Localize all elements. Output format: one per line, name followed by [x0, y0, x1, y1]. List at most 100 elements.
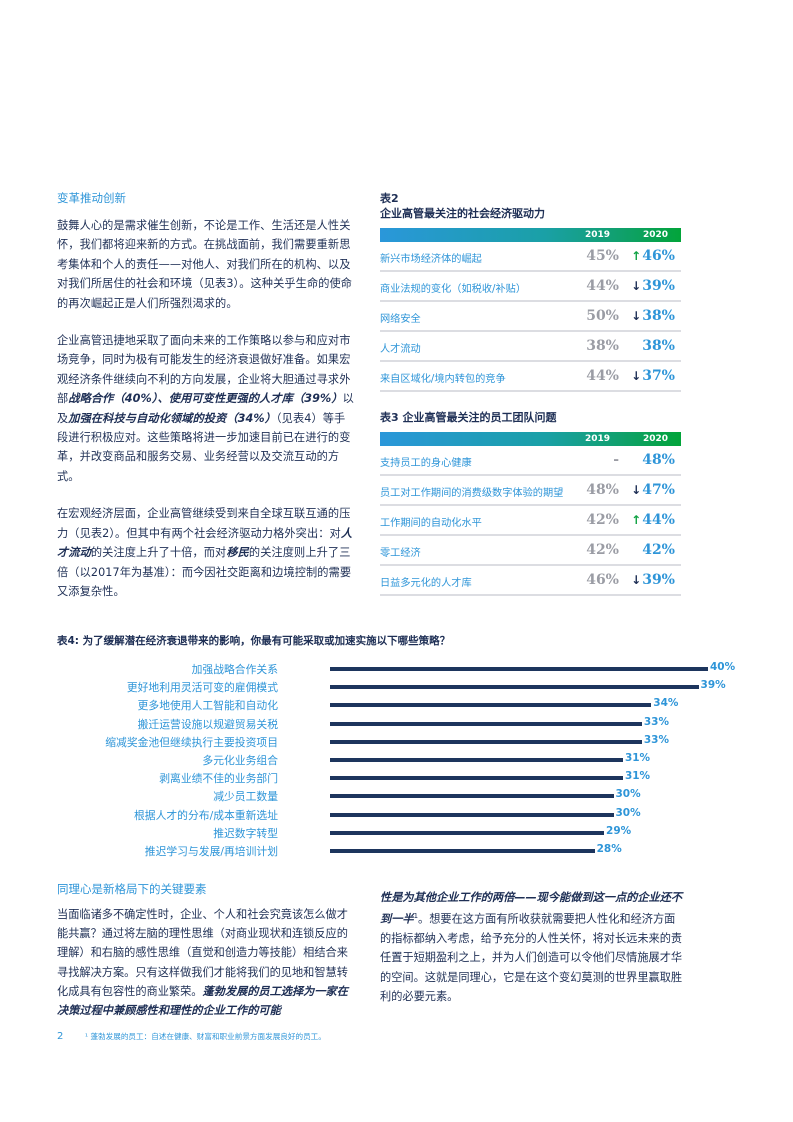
bar-value: 29% [606, 824, 632, 837]
bar-label: 更好地利用灵活可变的雇佣模式 [126, 681, 278, 695]
table-row: 人才流动 38% 38% [380, 332, 681, 362]
value-2020-text: 39% [642, 572, 675, 588]
bar-row: 多元化业务组合 31% [57, 751, 697, 769]
row-label: 零工经济 [380, 548, 421, 559]
value-2020: ↑44% [631, 512, 675, 528]
bar-value: 30% [615, 806, 641, 819]
bar-row: 推迟学习与发展/再培训计划 28% [57, 842, 697, 860]
emphasis: 移民 [226, 546, 249, 560]
text: 的关注度上升了十倍，而对 [90, 546, 227, 560]
table-row: 来自区域化/境内转包的竞争 44% ↓37% [380, 362, 681, 392]
strategy-bar-chart: 表4: 为了缓解潜在经济衰退带来的影响，你最有可能采取或加速实施以下哪些策略？ … [57, 634, 735, 860]
row-label: 网络安全 [380, 314, 421, 325]
page-number: 2 [57, 1031, 64, 1042]
row-label: 商业法规的变化（如税收/补贴） [380, 284, 527, 295]
value-2019: 50% [586, 308, 619, 324]
table-row: 工作期间的自动化水平 42% ↑44% [380, 506, 681, 536]
table2-title: 企业高管最关注的社会经济驱动力 [380, 207, 545, 220]
table-row: 支持员工的身心健康 - 48% [380, 446, 681, 476]
bar-label: 加强战略合作关系 [191, 663, 278, 676]
paragraph-intro: 鼓舞人心的是需求催生创新，不论是工作、生活还是人性关怀，我们都将迎来新的方式。在… [57, 219, 353, 310]
bar-value: 40% [710, 661, 736, 673]
table2-header: 2019 2020 [380, 228, 681, 242]
bar-row: 根据人才的分布/成本重新选址 30% [57, 806, 697, 824]
table-row: 零工经济 42% 42% [380, 536, 681, 566]
bottom-right-column: 性是为其他企业工作的两倍——现今能做到这一点的企业还不到一半1。想要在这方面有所… [380, 888, 685, 1006]
section-title-innovation: 变革推动创新 [57, 191, 126, 205]
bar-row: 减少员工数量 30% [57, 787, 697, 805]
row-label: 员工对工作期间的消费级数字体验的期望 [380, 488, 564, 499]
paragraph-strategies: 企业高管迅捷地采取了面向未来的工作策略以参与和应对市场竞争，同时为极有可能发生的… [57, 331, 355, 486]
bar-value: 39% [700, 679, 726, 692]
footnote: ¹ 蓬勃发展的员工：自述在健康、财富和职业前景方面发展良好的员工。 [85, 1032, 326, 1041]
paragraph-empathy: 当面临诸多不确定性时，企业、个人和社会究竟该怎么做才能共赢？通过将左脑的理性思维… [57, 905, 357, 1020]
bar [330, 721, 642, 726]
value-2019: 42% [586, 542, 619, 558]
bar-label: 推迟数字转型 [213, 826, 278, 840]
chart-title: 表4: 为了缓解潜在经济衰退带来的影响，你最有可能采取或加速实施以下哪些策略？ [57, 635, 451, 647]
value-2020-text: 38% [642, 308, 675, 324]
value-2020-text: 46% [642, 248, 675, 264]
value-2020-text: 39% [642, 278, 675, 294]
arrow-down-icon: ↓ [631, 369, 642, 383]
table-row: 网络安全 50% ↓38% [380, 302, 681, 332]
bar [330, 739, 642, 744]
bar-label: 缩减奖金池但继续执行主要投资项目 [105, 735, 278, 749]
value-2020-text: 37% [642, 368, 675, 384]
arrow-up-icon: ↑ [631, 249, 642, 263]
table2: 2019 2020 新兴市场经济体的崛起 45% ↑46% 商业法规的变化（如税收/补… [380, 228, 681, 392]
value-2020-text: 47% [642, 482, 675, 498]
bar-value: 28% [596, 842, 622, 855]
row-label: 日益多元化的人才库 [380, 578, 472, 589]
table-row: 日益多元化的人才库 46% ↓39% [380, 566, 681, 596]
value-2020: 42% [642, 542, 675, 558]
bar [330, 667, 708, 671]
arrow-down-icon: ↓ [631, 309, 642, 323]
bar-row: 更好地利用灵活可变的雇佣模式 39% [57, 678, 726, 696]
bar-row: 剥离业绩不佳的业务部门 31% [57, 769, 697, 787]
paragraph-empathy-continued: 性是为其他企业工作的两倍——现今能做到这一点的企业还不到一半1。想要在这方面有所… [380, 888, 685, 1006]
table3-title: 表3 企业高管最关注的员工团队问题 [380, 411, 557, 424]
bar-label: 更多地使用人工智能和自动化 [137, 699, 278, 713]
text: （见表4）等手段进行积极应对。这些策略将进一步加速目前已在进行的变革，并改变商品… [57, 411, 351, 483]
bar [330, 685, 699, 690]
bar [330, 848, 595, 853]
value-2019: - [613, 452, 619, 468]
value-2020-text: 42% [642, 542, 675, 558]
value-2019: 38% [586, 338, 619, 354]
col-2020: 2020 [643, 230, 669, 240]
right-column: 表2 企业高管最关注的社会经济驱动力 2019 2020 新兴市场经济体的崛起 4… [380, 191, 681, 596]
table3-header: 2019 2020 [380, 432, 681, 446]
bar-label: 减少员工数量 [213, 790, 278, 804]
bar-value: 31% [624, 751, 651, 764]
table-row: 商业法规的变化（如税收/补贴） 44% ↓39% [380, 272, 681, 302]
arrow-down-icon: ↓ [631, 483, 642, 497]
text: 的关注度则上升了三倍（以2017年为基准）：而今因社交距离和边境控制的需要又添复… [57, 546, 352, 598]
value-2020-text: 48% [642, 452, 675, 468]
value-2019: 48% [586, 482, 619, 498]
table2-label: 表2 [380, 192, 399, 205]
bar [330, 776, 623, 781]
bottom-left-column: 同理心是新格局下的关键要素 当面临诸多不确定性时，企业、个人和社会究竟该怎么做才… [57, 881, 357, 1020]
value-2020: ↓47% [631, 482, 675, 498]
bar [330, 812, 614, 817]
value-2020: 48% [642, 452, 675, 468]
emphasis: 人才流动 [57, 526, 353, 560]
emphasis: 战略合作（40%）、使用可变性更强的人才库（39%） [68, 392, 343, 406]
bars: 加强战略合作关系 40% 更好地利用灵活可变的雇佣模式 39% 更多地使用人工智能和自动… [57, 660, 735, 860]
emphasis: 蓬勃发展的员工选择为一家在决策过程中兼顾感性和理性的企业工作的可能 [57, 984, 348, 1018]
text: 以及 [57, 392, 354, 425]
bar-label: 搬迁运营设施以规避贸易关税 [137, 717, 278, 731]
value-2020: ↑46% [631, 248, 675, 264]
bar [330, 703, 652, 708]
value-2020: ↓38% [631, 308, 675, 324]
value-2019: 46% [586, 572, 619, 588]
bar-value: 31% [624, 770, 651, 783]
row-label: 支持员工的身心健康 [380, 458, 472, 469]
value-2019: 42% [586, 512, 619, 528]
table-row: 新兴市场经济体的崛起 45% ↑46% [380, 242, 681, 272]
value-2020-text: 44% [642, 512, 675, 528]
bar-value: 33% [643, 733, 669, 746]
row-label: 新兴市场经济体的崛起 [380, 254, 482, 265]
col-2019: 2019 [585, 434, 611, 444]
